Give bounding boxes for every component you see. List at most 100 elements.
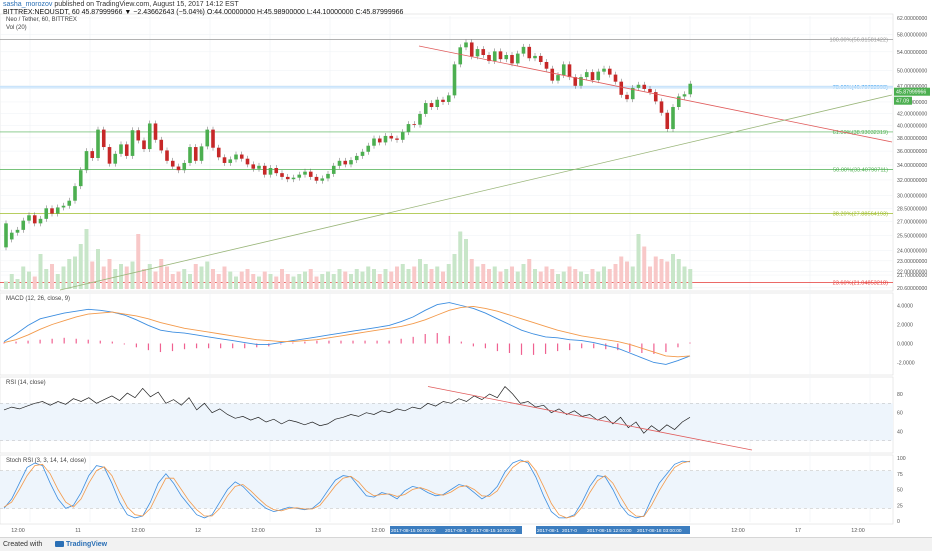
volume-bar — [377, 274, 382, 289]
candle-body — [9, 232, 14, 240]
fib-retracement[interactable]: 100.00%(56.81581422)78.60%(46.79722998)6… — [0, 37, 893, 287]
candle-body — [619, 81, 624, 95]
volume-bar — [234, 276, 238, 289]
macd-panel[interactable] — [0, 292, 894, 376]
volume-label: Vol (20) — [6, 25, 27, 31]
macd-histogram-bar — [183, 343, 186, 350]
volume-bar — [653, 256, 658, 289]
macd-histogram-bar — [111, 341, 113, 344]
candle-body — [372, 138, 376, 146]
macd-histogram-bar — [665, 343, 667, 353]
candle-body — [90, 151, 95, 158]
candle-body — [268, 167, 273, 175]
candle-body — [257, 165, 261, 169]
macd-histogram-bar — [51, 338, 53, 344]
candle-body — [124, 144, 129, 156]
volume-bar — [556, 274, 560, 289]
candle-body — [400, 132, 405, 140]
volume-bar — [182, 269, 187, 289]
candle-body — [625, 94, 629, 100]
candle-body — [354, 155, 359, 161]
time-highlight-label: 2017-08-15 12:00:00 — [587, 528, 632, 534]
volume-bar — [159, 259, 164, 289]
rsi-axis-label: 80 — [897, 392, 903, 398]
macd-histogram-bar — [27, 340, 29, 344]
macd-histogram-bar — [268, 343, 270, 347]
macd-axis-label: 0.0000 — [897, 342, 913, 348]
price-axis-label: 32.00000000 — [897, 178, 927, 184]
trendlines[interactable] — [59, 45, 893, 291]
candle-body — [395, 138, 399, 140]
time-highlight-label: 2017-08-15 00:00:00 — [391, 528, 436, 534]
price-axis[interactable]: 62.00000000 58.00000000 54.00000000 50.0000… — [894, 16, 930, 525]
candle-body — [142, 140, 146, 150]
tradingview-logo[interactable]: TradingView — [55, 538, 107, 551]
macd-histogram-bar — [340, 340, 342, 344]
candle-body — [659, 101, 664, 113]
candle-body — [567, 64, 572, 78]
volume-bar — [446, 264, 451, 289]
macd-histogram-bar — [75, 338, 77, 344]
stoch-band — [0, 470, 893, 509]
volume-bar — [619, 256, 624, 289]
macd-histogram-bar — [532, 343, 535, 355]
last-price-label: 45.87999966 — [896, 90, 926, 96]
volume-bar — [584, 274, 589, 289]
tradingview-icon — [55, 541, 64, 547]
macd-histogram-bar — [436, 333, 438, 344]
candle-body — [331, 165, 336, 174]
macd-histogram-bar — [376, 340, 378, 344]
candle-body — [147, 123, 152, 150]
last-price-marker — [894, 87, 930, 96]
macd-histogram-bar — [39, 339, 41, 344]
volume-bar — [113, 269, 118, 289]
fib-level-label: 38.20%(27.88564193) — [833, 212, 888, 218]
macd-histogram-bar — [292, 342, 294, 344]
candle-body — [291, 177, 296, 180]
tradingview-brand: TradingView — [66, 541, 108, 548]
price-axis-label: 44.00000000 — [897, 100, 927, 106]
volume-bar — [170, 274, 175, 289]
candle-body — [222, 157, 227, 163]
candle-body — [55, 207, 60, 214]
macd-histogram-bar — [508, 343, 511, 353]
volume-bar — [504, 269, 509, 289]
time-highlight-box — [586, 526, 636, 534]
candle-body — [671, 107, 675, 129]
candle-body — [285, 176, 290, 180]
volume-bar — [314, 276, 319, 289]
macd-histogram-bar — [689, 342, 691, 344]
trendline-support — [59, 94, 893, 291]
volume-bar — [406, 269, 411, 289]
candle-body — [648, 88, 652, 93]
macd-histogram-bar — [400, 338, 402, 344]
candle-body — [630, 87, 635, 100]
trendline-resistance — [418, 45, 893, 143]
price-axis-label: 36.00000000 — [897, 149, 927, 155]
volume-bar — [211, 269, 215, 289]
candle-body — [487, 54, 491, 62]
volume-bar — [349, 274, 353, 289]
candle-body — [573, 77, 578, 86]
candle-body — [251, 164, 256, 169]
volume-bar — [326, 271, 330, 289]
volume-bar — [55, 274, 60, 289]
candle-body — [320, 178, 325, 181]
volume-bar — [90, 261, 95, 289]
volume-bar — [44, 269, 49, 289]
volume-bar — [533, 269, 537, 289]
volume-bar — [475, 266, 480, 289]
candle-body — [423, 103, 428, 114]
author-link[interactable]: sasha_morozov — [3, 1, 53, 8]
chart-canvas[interactable]: 100.00%(56.81581422)78.60%(46.79722998)6… — [0, 0, 932, 537]
candle-body — [308, 171, 313, 177]
price-panel[interactable] — [0, 13, 894, 292]
candle-body — [429, 103, 434, 108]
candle-body — [527, 46, 532, 59]
candle-body — [446, 95, 451, 102]
candle-body — [67, 200, 72, 206]
time-axis[interactable]: 12:001112:001212:001312:001412:001512:00… — [11, 526, 865, 534]
macd-histogram-bar — [207, 343, 210, 349]
volume-bar — [147, 264, 152, 289]
time-highlight-box — [470, 526, 522, 534]
